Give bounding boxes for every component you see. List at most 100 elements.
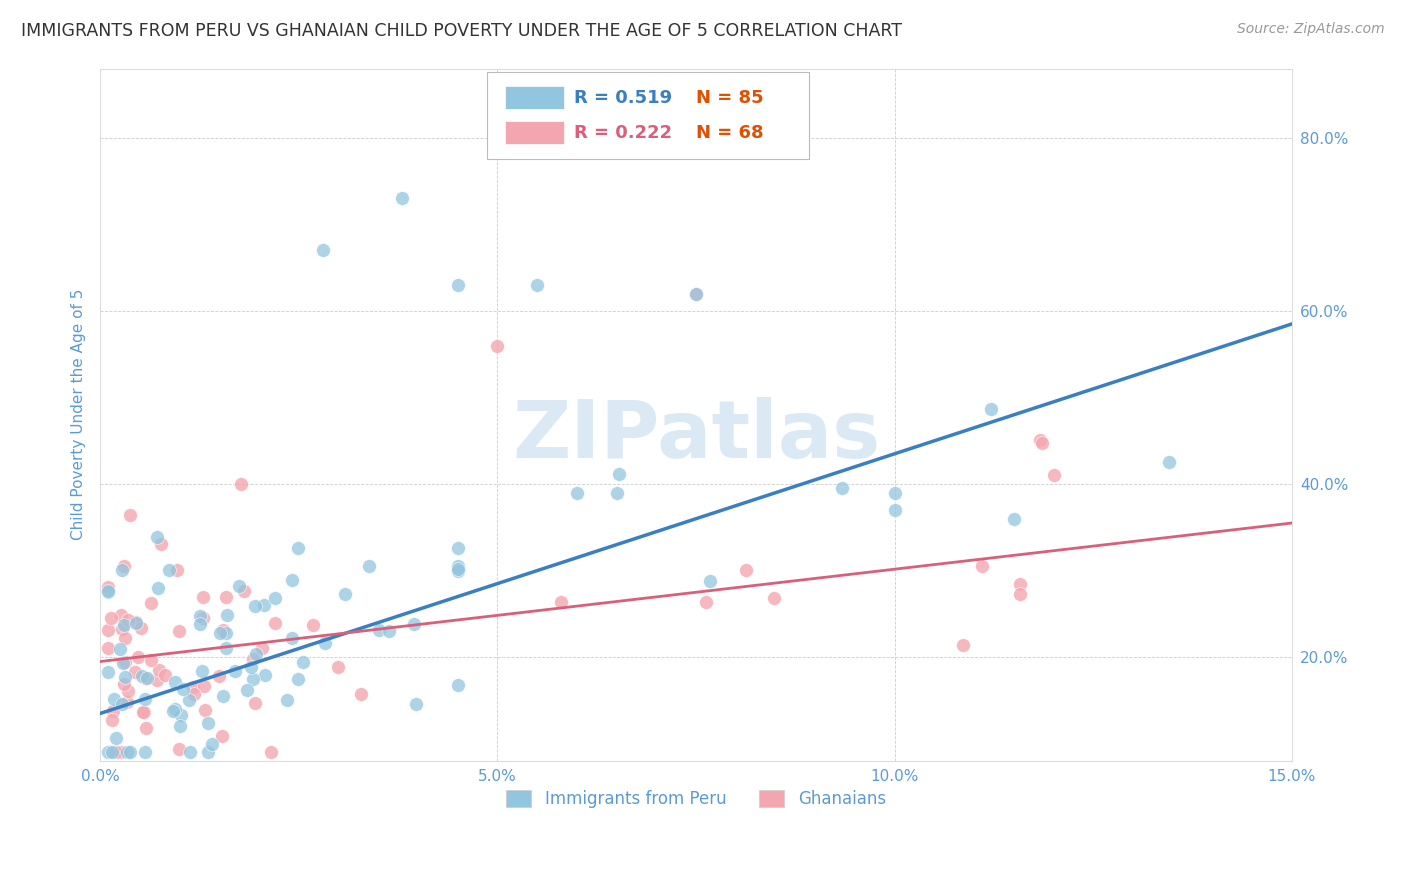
Point xyxy=(228,579,250,593)
Point xyxy=(763,591,786,605)
Point xyxy=(101,746,124,760)
Point xyxy=(136,671,159,685)
Y-axis label: Child Poverty Under the Age of 5: Child Poverty Under the Age of 5 xyxy=(72,289,86,541)
Point xyxy=(685,286,707,301)
Point xyxy=(215,625,238,640)
Point xyxy=(117,684,139,698)
Point xyxy=(125,616,148,631)
Point xyxy=(287,541,309,556)
Point xyxy=(146,581,169,595)
Point xyxy=(146,673,169,687)
Point xyxy=(149,536,172,550)
Point xyxy=(259,746,281,760)
Point xyxy=(179,693,201,707)
FancyBboxPatch shape xyxy=(488,72,810,159)
Point xyxy=(124,615,146,629)
Point xyxy=(165,702,187,716)
Point xyxy=(1028,434,1050,448)
Point xyxy=(103,692,125,706)
Text: N = 85: N = 85 xyxy=(696,88,763,107)
Point xyxy=(157,563,180,577)
Point xyxy=(526,277,548,292)
Point xyxy=(134,705,156,719)
Point xyxy=(245,599,267,614)
Point xyxy=(735,563,758,577)
Text: IMMIGRANTS FROM PERU VS GHANAIAN CHILD POVERTY UNDER THE AGE OF 5 CORRELATION CH: IMMIGRANTS FROM PERU VS GHANAIAN CHILD P… xyxy=(21,22,903,40)
Point xyxy=(108,641,131,656)
Point xyxy=(201,737,224,751)
Point xyxy=(447,541,470,556)
Point xyxy=(224,664,246,678)
Point xyxy=(217,607,239,622)
Point xyxy=(132,705,155,719)
Point xyxy=(253,599,276,613)
FancyBboxPatch shape xyxy=(505,87,564,109)
Point xyxy=(211,729,233,743)
Point xyxy=(607,467,630,481)
Point xyxy=(167,624,190,638)
Point xyxy=(188,609,211,624)
Point xyxy=(1031,436,1053,450)
Point xyxy=(245,696,267,710)
Point xyxy=(118,746,141,760)
Point xyxy=(335,587,357,601)
Point xyxy=(114,670,136,684)
Point xyxy=(117,695,139,709)
Point xyxy=(1159,455,1181,469)
Point xyxy=(139,596,162,610)
Point xyxy=(111,563,134,577)
Point xyxy=(167,741,190,756)
Point xyxy=(97,746,120,760)
Point xyxy=(311,244,333,258)
Point xyxy=(124,665,146,679)
Point xyxy=(215,590,238,604)
Point xyxy=(131,669,153,683)
Point xyxy=(208,668,231,682)
Point xyxy=(287,672,309,686)
Point xyxy=(148,663,170,677)
Point xyxy=(183,687,205,701)
Point xyxy=(179,746,201,760)
Point xyxy=(447,562,470,576)
Point xyxy=(447,564,470,578)
Point xyxy=(193,679,215,693)
Point xyxy=(181,681,204,695)
Text: N = 68: N = 68 xyxy=(696,124,763,142)
Point xyxy=(170,707,193,722)
Text: R = 0.222: R = 0.222 xyxy=(575,124,672,142)
Point xyxy=(208,625,231,640)
Point xyxy=(112,656,135,670)
Point xyxy=(1008,576,1031,591)
Point xyxy=(101,704,124,718)
Point xyxy=(114,656,136,670)
Point xyxy=(172,681,194,696)
Point xyxy=(129,621,152,635)
Point xyxy=(565,485,588,500)
Point xyxy=(134,746,156,760)
Point xyxy=(1042,468,1064,483)
Point xyxy=(101,713,124,727)
Point xyxy=(242,652,264,666)
Point xyxy=(197,716,219,731)
Point xyxy=(105,731,128,745)
Point xyxy=(165,675,187,690)
Point xyxy=(134,671,156,685)
Point xyxy=(236,682,259,697)
Point xyxy=(831,481,853,495)
Point xyxy=(139,653,162,667)
Point xyxy=(215,640,238,655)
FancyBboxPatch shape xyxy=(505,121,564,145)
Point xyxy=(190,664,212,678)
Point xyxy=(162,704,184,718)
Point xyxy=(110,623,132,637)
Point xyxy=(112,677,135,691)
Point xyxy=(127,649,149,664)
Point xyxy=(486,338,509,352)
Point xyxy=(447,559,470,574)
Point xyxy=(250,641,273,656)
Point xyxy=(97,665,120,679)
Point xyxy=(952,639,974,653)
Point xyxy=(685,286,707,301)
Point xyxy=(112,617,135,632)
Point xyxy=(326,660,349,674)
